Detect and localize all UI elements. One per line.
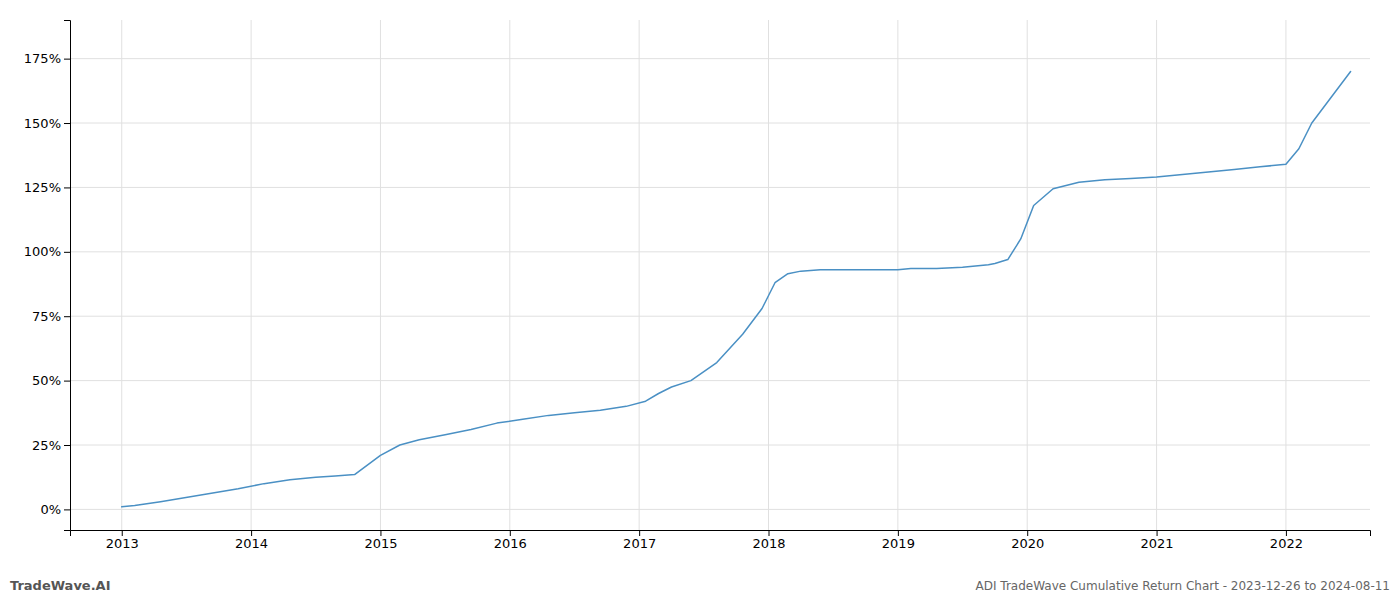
title: ADI TradeWave Cumulative Return Chart - … bbox=[976, 579, 1390, 593]
y-tick: 100% bbox=[24, 244, 70, 259]
chart: 2013 2014 2015 2016 2017 2018 2019 2020 2021 2022… bbox=[0, 0, 1400, 600]
y-grid-line bbox=[70, 380, 1370, 381]
y-tick-label: 150% bbox=[24, 116, 61, 131]
y-tick: 25% bbox=[32, 438, 70, 453]
x-tick-mark bbox=[122, 530, 123, 536]
y-grid-line bbox=[70, 509, 1370, 510]
y-tick-label: 100% bbox=[24, 244, 61, 259]
y-tick-mark bbox=[64, 252, 70, 253]
grid bbox=[70, 20, 1370, 530]
y-tick-label: 0% bbox=[40, 502, 61, 517]
x-tick-mark bbox=[1157, 530, 1158, 536]
x-tick-label: 2016 bbox=[494, 536, 527, 551]
y-tick-mark bbox=[64, 445, 70, 446]
plot-area bbox=[122, 72, 1351, 507]
y-grid-line bbox=[70, 58, 1370, 59]
x-tick-label: 2021 bbox=[1141, 536, 1174, 551]
x-axis-line bbox=[71, 531, 1371, 537]
x-grid-line bbox=[897, 20, 898, 530]
y-grid-line bbox=[70, 316, 1370, 317]
x-tick-mark bbox=[1286, 530, 1287, 536]
x-tick-label: 2019 bbox=[882, 536, 915, 551]
y-tick: 150% bbox=[24, 116, 70, 131]
x-tick-mark bbox=[639, 530, 640, 536]
y-tick-mark bbox=[64, 381, 70, 382]
x-tick-label: 2020 bbox=[1011, 536, 1044, 551]
x-grid-line bbox=[1285, 20, 1286, 530]
y-grid-line bbox=[70, 251, 1370, 252]
y-tick-label: 25% bbox=[32, 438, 61, 453]
y-tick-label: 175% bbox=[24, 51, 61, 66]
y-axis-line bbox=[64, 21, 71, 531]
x-grid-line bbox=[1156, 20, 1157, 530]
y-grid-line bbox=[70, 187, 1370, 188]
x-tick-mark bbox=[769, 530, 770, 536]
x-tick: 2013 bbox=[106, 530, 139, 551]
x-grid-line bbox=[121, 20, 122, 530]
x-grid-line bbox=[509, 20, 510, 530]
x-tick-mark bbox=[510, 530, 511, 536]
x-tick: 2018 bbox=[752, 530, 785, 551]
x-tick: 2019 bbox=[882, 530, 915, 551]
x-tick-label: 2013 bbox=[106, 536, 139, 551]
x-tick: 2015 bbox=[364, 530, 397, 551]
line bbox=[122, 72, 1351, 507]
y-tick: 75% bbox=[32, 309, 70, 324]
x-tick: 2014 bbox=[235, 530, 268, 551]
x-tick: 2021 bbox=[1141, 530, 1174, 551]
y-tick: 50% bbox=[32, 373, 70, 388]
x-grid-line bbox=[768, 20, 769, 530]
x-tick-mark bbox=[251, 530, 252, 536]
y-tick: 125% bbox=[24, 180, 70, 195]
x-tick: 2017 bbox=[623, 530, 656, 551]
y-tick-mark bbox=[64, 59, 70, 60]
y-tick: 0% bbox=[40, 502, 70, 517]
y-axis: 0% 25% 50% 75% 100% 125% 150% 175% bbox=[24, 21, 71, 531]
y-tick: 175% bbox=[24, 51, 70, 66]
y-tick-label: 125% bbox=[24, 180, 61, 195]
x-tick: 2020 bbox=[1011, 530, 1044, 551]
x-tick-label: 2022 bbox=[1270, 536, 1303, 551]
y-tick-mark bbox=[64, 316, 70, 317]
x-tick-mark bbox=[1027, 530, 1028, 536]
y-grid-line bbox=[70, 445, 1370, 446]
x-tick: 2022 bbox=[1270, 530, 1303, 551]
x-tick-label: 2017 bbox=[623, 536, 656, 551]
y-tick-mark bbox=[64, 123, 70, 124]
x-grid-line bbox=[639, 20, 640, 530]
x-tick-label: 2015 bbox=[364, 536, 397, 551]
x-tick: 2016 bbox=[494, 530, 527, 551]
y-grid-line bbox=[70, 123, 1370, 124]
x-axis: 2013 2014 2015 2016 2017 2018 2019 2020 2021 2022 bbox=[71, 530, 1371, 551]
x-tick-mark bbox=[898, 530, 899, 536]
watermark: TradeWave.AI bbox=[10, 578, 111, 593]
x-grid-line bbox=[1027, 20, 1028, 530]
y-tick-label: 75% bbox=[32, 309, 61, 324]
x-tick-label: 2014 bbox=[235, 536, 268, 551]
y-tick-mark bbox=[64, 509, 70, 510]
x-grid-line bbox=[380, 20, 381, 530]
x-grid-line bbox=[251, 20, 252, 530]
y-tick-mark bbox=[64, 187, 70, 188]
y-tick-label: 50% bbox=[32, 373, 61, 388]
x-tick-mark bbox=[380, 530, 381, 536]
x-tick-label: 2018 bbox=[752, 536, 785, 551]
